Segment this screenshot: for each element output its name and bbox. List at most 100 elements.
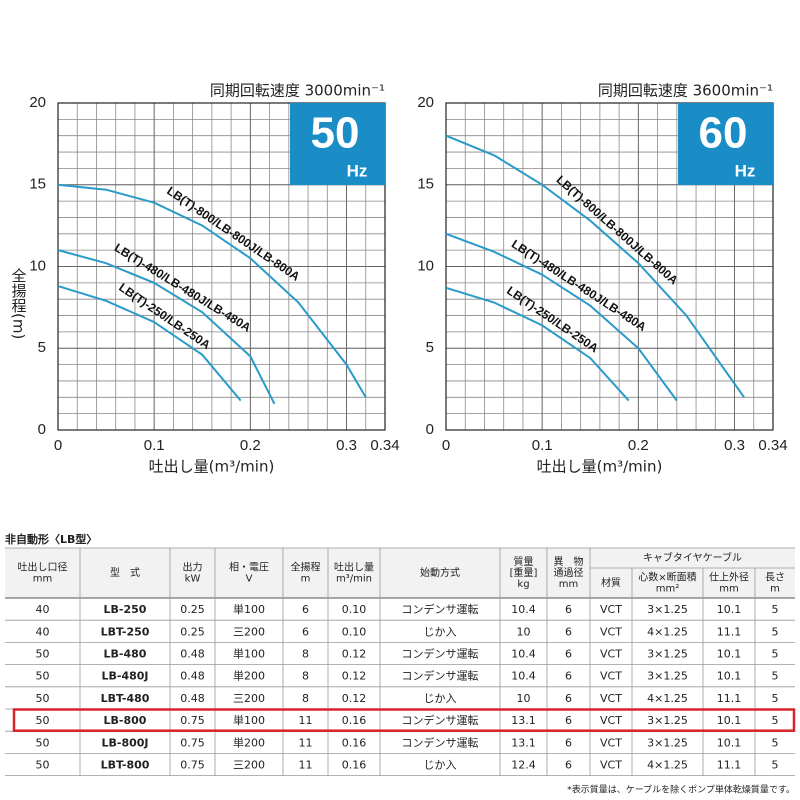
table-cell: コンデンサ運転 — [402, 735, 479, 749]
table-cell: 8 — [302, 648, 309, 661]
header-cell: 材質 — [601, 576, 621, 589]
table-cell: 10.1 — [717, 714, 742, 727]
y-tick-label: 15 — [29, 176, 46, 193]
footnote: *表示質量は、ケーブルを除くポンプ単体乾燥質量です。 — [567, 784, 795, 796]
table-cell: じか入 — [424, 692, 457, 705]
table-cell: 0.25 — [180, 625, 205, 638]
header-cell: mm — [719, 584, 738, 595]
table-cell: VCT — [600, 625, 622, 638]
curve — [445, 232, 678, 402]
curve — [57, 249, 276, 405]
table-cell: 0.16 — [342, 714, 367, 727]
table-cell: 単100 — [233, 713, 265, 727]
plot-frame — [445, 102, 774, 431]
table-cell: 6 — [565, 603, 572, 616]
header-cell: mm — [559, 579, 578, 590]
header-cell: kW — [185, 574, 201, 585]
badge — [678, 103, 773, 185]
x-tick-label: 0.3 — [336, 437, 357, 454]
header-cell: 質量 — [514, 555, 534, 568]
table-cell: 5 — [772, 736, 779, 749]
table-cell: 0.48 — [180, 692, 205, 705]
table-cell: 4×1.25 — [647, 692, 688, 705]
table-header-bg — [5, 548, 795, 598]
y-tick-label: 10 — [29, 257, 46, 274]
table-cell: VCT — [600, 692, 622, 705]
table-cell: 6 — [565, 670, 572, 683]
header-cell: 型 式 — [110, 566, 140, 579]
table-cell: 0.75 — [180, 714, 205, 727]
table-cell: 6 — [302, 625, 309, 638]
table-cell: 11.1 — [717, 625, 742, 638]
y-axis-label: 全揚程(m) — [10, 267, 28, 339]
badge — [290, 103, 385, 185]
header-cell: mm — [33, 574, 52, 585]
header-cell: mm² — [656, 584, 680, 595]
table-cell: 10.4 — [511, 670, 536, 683]
header-cell: m — [770, 584, 780, 595]
x-axis-label: 吐出し量(m³/min) — [537, 458, 663, 476]
table-cell: 0.48 — [180, 648, 205, 661]
table-cell: 0.16 — [342, 736, 367, 749]
table-cell: 0.48 — [180, 670, 205, 683]
x-tick-label: 0.1 — [532, 437, 553, 454]
header-cell: 始動方式 — [420, 566, 460, 579]
table-cell: 6 — [565, 692, 572, 705]
table-cell: 0.12 — [342, 670, 367, 683]
table-cell: 13.1 — [511, 714, 536, 727]
table-cell: 50 — [36, 736, 50, 749]
table-cell: VCT — [600, 603, 622, 616]
table-cell: 8 — [302, 670, 309, 683]
table-cell: 10 — [517, 625, 531, 638]
table-cell: 0.12 — [342, 692, 367, 705]
table-cell: 三200 — [233, 692, 265, 705]
table-cell: VCT — [600, 670, 622, 683]
chart-title: 同期回転速度 3600min⁻¹ — [598, 82, 773, 100]
table-cell: コンデンサ運転 — [402, 669, 479, 683]
table-cell: 11.1 — [717, 759, 742, 772]
table-cell: VCT — [600, 714, 622, 727]
table-cell: 5 — [772, 670, 779, 683]
table-cell: 13.1 — [511, 736, 536, 749]
table-cell: コンデンサ運転 — [402, 602, 479, 616]
table-cell: 5 — [772, 692, 779, 705]
y-tick-label: 10 — [417, 257, 434, 274]
header-cell: 通過径 — [554, 566, 584, 579]
table-cell: 11 — [299, 759, 313, 772]
table-cell: 5 — [772, 603, 779, 616]
table-cell: 3×1.25 — [647, 736, 688, 749]
y-tick-label: 15 — [417, 176, 434, 193]
y-tick-label: 0 — [38, 421, 46, 438]
table-cell: LB-250 — [104, 603, 147, 616]
table-cell: 50 — [36, 692, 50, 705]
table-cell: 単200 — [233, 669, 265, 683]
table-cell: 三200 — [233, 759, 265, 772]
table-cell: 10 — [517, 692, 531, 705]
table-cell: 5 — [772, 759, 779, 772]
table-cell: LB-800J — [101, 736, 148, 749]
table-cell: VCT — [600, 648, 622, 661]
x-tick-label: 0.34 — [758, 437, 787, 454]
header-cell: 仕上外径 — [709, 571, 749, 584]
table-cell: じか入 — [424, 625, 457, 638]
table-cell: 6 — [565, 625, 572, 638]
table-cell: 50 — [36, 648, 50, 661]
table-cell: 6 — [565, 736, 572, 749]
table-cell: コンデンサ運転 — [402, 647, 479, 661]
chart-title: 同期回転速度 3000min⁻¹ — [210, 82, 385, 100]
table-cell: 3×1.25 — [647, 648, 688, 661]
header-cell: 吐出し量 — [334, 561, 374, 574]
table-cell: 6 — [302, 603, 309, 616]
table-cell: LB-480J — [101, 670, 148, 683]
header-cell: 長さ — [765, 572, 785, 584]
header-cell: キャブタイヤケーブル — [643, 551, 742, 564]
y-tick-label: 20 — [417, 94, 434, 111]
table-cell: じか入 — [424, 759, 457, 772]
header-cell: 吐出し口径 — [18, 561, 68, 574]
table-cell: LB-800 — [104, 714, 147, 727]
badge-unit: Hz — [347, 161, 368, 180]
table-caption: 非自動形〈LB型〉 — [5, 532, 97, 546]
y-tick-label: 0 — [426, 421, 434, 438]
